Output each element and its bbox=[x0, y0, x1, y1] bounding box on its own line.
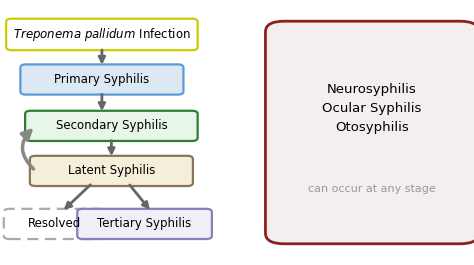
Text: Resolved: Resolved bbox=[28, 217, 81, 231]
FancyBboxPatch shape bbox=[4, 209, 105, 239]
Text: Secondary Syphilis: Secondary Syphilis bbox=[55, 119, 167, 132]
Text: Primary Syphilis: Primary Syphilis bbox=[55, 73, 149, 86]
FancyBboxPatch shape bbox=[25, 111, 198, 141]
Text: Latent Syphilis: Latent Syphilis bbox=[68, 164, 155, 178]
FancyBboxPatch shape bbox=[265, 21, 474, 244]
FancyBboxPatch shape bbox=[77, 209, 212, 239]
FancyArrowPatch shape bbox=[21, 131, 34, 169]
Text: Tertiary Syphilis: Tertiary Syphilis bbox=[98, 217, 191, 231]
Text: Neurosyphilis
Ocular Syphilis
Otosyphilis: Neurosyphilis Ocular Syphilis Otosyphili… bbox=[322, 83, 422, 134]
FancyBboxPatch shape bbox=[6, 19, 198, 50]
Text: $\mathit{Treponema\ pallidum}$ Infection: $\mathit{Treponema\ pallidum}$ Infection bbox=[13, 26, 191, 43]
FancyBboxPatch shape bbox=[30, 156, 193, 186]
FancyBboxPatch shape bbox=[20, 64, 183, 95]
Text: can occur at any stage: can occur at any stage bbox=[308, 184, 436, 194]
